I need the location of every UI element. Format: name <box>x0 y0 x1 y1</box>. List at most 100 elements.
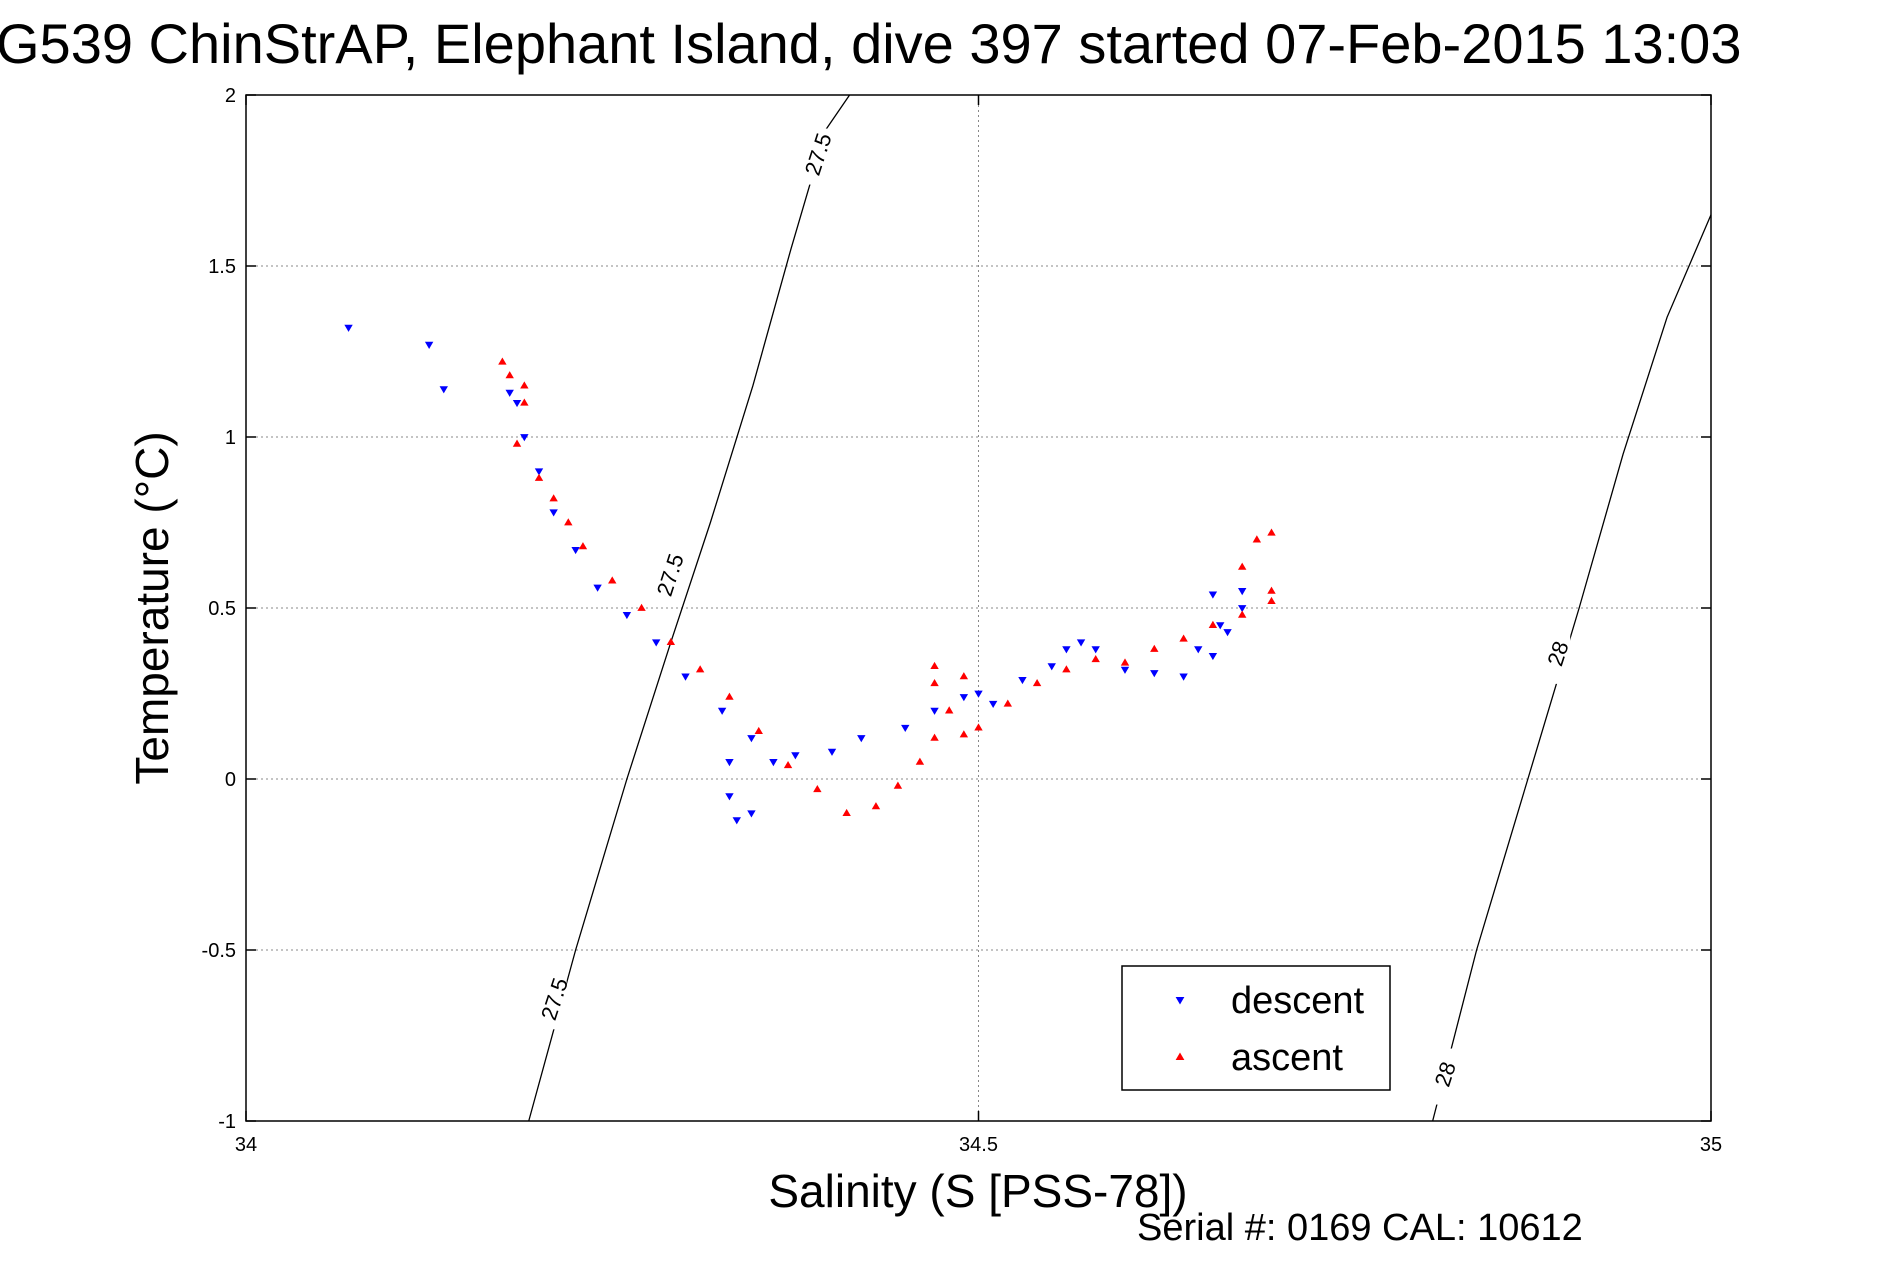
descent-series <box>344 324 1247 825</box>
y-tick-label: 1 <box>225 427 236 449</box>
descent-point <box>769 759 778 767</box>
ascent-point <box>754 726 763 734</box>
y-axis-label: Temperature (°C) <box>126 431 178 784</box>
ascent-point <box>725 692 734 700</box>
serial-cal-text: Serial #: 0169 CAL: 10612 <box>1137 1207 1583 1249</box>
legend-marker-descent <box>1175 997 1185 1005</box>
ascent-point <box>842 808 851 817</box>
descent-point <box>1062 646 1071 654</box>
y-tick-label: 1.5 <box>208 256 236 278</box>
descent-point <box>1047 663 1056 671</box>
axis-ticks: 34 34.5 35 -1 -0.5 0 0.5 1 1.5 2 <box>202 85 1723 1156</box>
ascent-point <box>534 473 544 481</box>
descent-point <box>1238 605 1247 613</box>
ascent-point <box>1238 610 1247 618</box>
ascent-point <box>930 733 939 741</box>
descent-point <box>593 584 602 592</box>
ascent-point <box>930 678 939 687</box>
descent-point <box>725 793 734 801</box>
descent-point <box>622 611 632 620</box>
descent-point <box>1179 673 1188 681</box>
descent-point <box>959 694 969 702</box>
contour-label-bg <box>540 973 567 1030</box>
descent-point <box>652 639 661 647</box>
ascent-point <box>1238 562 1247 570</box>
ascent-point <box>520 381 529 389</box>
descent-point <box>520 434 529 442</box>
ascent-point <box>549 494 558 502</box>
descent-point <box>930 707 939 715</box>
descent-point <box>1208 653 1218 661</box>
descent-point <box>571 547 580 555</box>
descent-point <box>1076 639 1086 647</box>
descent-point <box>549 509 558 517</box>
ascent-point <box>520 398 529 406</box>
ascent-point <box>1003 699 1012 707</box>
ascent-point <box>893 781 903 789</box>
y-tick-label: -0.5 <box>202 940 236 962</box>
descent-point <box>1120 666 1130 674</box>
ascent-point <box>1179 634 1188 642</box>
descent-point <box>974 690 983 698</box>
ascent-point <box>1267 586 1276 594</box>
contour-label-bg <box>804 128 831 185</box>
legend-label-ascent: ascent <box>1231 1037 1343 1079</box>
legend-label-descent: descent <box>1231 980 1365 1022</box>
ascent-point <box>512 439 522 447</box>
ascent-point <box>564 518 573 526</box>
y-tick-label: 0 <box>225 769 236 791</box>
ascent-point <box>578 542 588 550</box>
descent-point <box>988 700 998 709</box>
ascent-point <box>1150 644 1159 652</box>
descent-point <box>857 735 866 743</box>
descent-point <box>505 389 514 397</box>
x-axis-label: Salinity (S [PSS-78]) <box>768 1165 1187 1217</box>
descent-point <box>747 735 756 743</box>
ascent-point <box>959 672 969 680</box>
ascent-point <box>637 603 646 611</box>
descent-point <box>827 748 837 756</box>
contour-label-bg <box>1544 627 1571 684</box>
ascent-point <box>1267 528 1276 536</box>
descent-point <box>1018 676 1027 685</box>
descent-point <box>1194 646 1203 654</box>
ascent-point <box>945 706 954 714</box>
y-tick-label: 2 <box>225 85 236 107</box>
ascent-point <box>608 576 617 584</box>
descent-point <box>732 817 741 825</box>
x-tick-label: 34 <box>235 1134 257 1156</box>
ascent-point <box>1267 596 1276 605</box>
descent-point <box>1150 670 1159 678</box>
ascent-point <box>1032 678 1042 687</box>
ascent-series <box>498 357 1276 817</box>
x-tick-label: 35 <box>1700 1134 1722 1156</box>
legend-box <box>1121 965 1391 1091</box>
ascent-point <box>783 761 793 769</box>
ascent-point <box>871 802 881 810</box>
ascent-point <box>1120 658 1130 666</box>
x-tick-label: 34.5 <box>959 1134 998 1156</box>
ascent-point <box>695 665 705 673</box>
ascent-point <box>974 723 983 731</box>
descent-point <box>439 386 448 394</box>
descent-point <box>725 759 734 767</box>
descent-point <box>1238 588 1247 596</box>
ascent-point <box>1062 665 1071 673</box>
descent-point <box>344 324 353 332</box>
ascent-point <box>505 371 514 379</box>
y-tick-label: 0.5 <box>208 598 236 620</box>
descent-point <box>747 810 756 818</box>
contour-label-bg <box>1431 1048 1458 1105</box>
descent-point <box>1223 629 1232 637</box>
contour-line <box>1432 214 1712 1122</box>
ascent-point <box>1252 535 1262 543</box>
contour-label-bg <box>656 549 683 606</box>
grid <box>246 95 1711 1121</box>
descent-point <box>512 399 522 408</box>
descent-point <box>717 707 727 715</box>
ascent-point <box>1208 620 1218 628</box>
ascent-point <box>666 637 676 646</box>
